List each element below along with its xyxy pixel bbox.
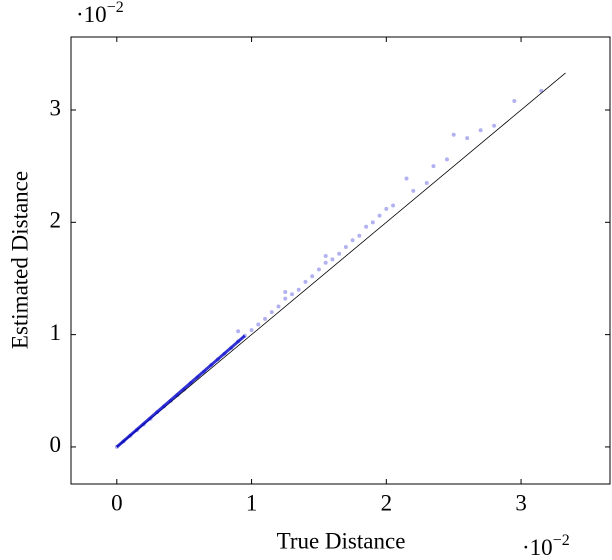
scatter-point [283, 289, 288, 294]
y-axis-label: Estimated Distance [7, 171, 32, 349]
scatter-point [236, 329, 241, 334]
scatter-point [283, 296, 288, 301]
scale-base: ·10 [76, 2, 107, 27]
y-scale-label: ·10−2 [76, 0, 124, 27]
x-scale-label: ·10−2 [522, 532, 570, 560]
scale-exponent: −2 [107, 0, 124, 16]
y-tick-label: 2 [50, 208, 62, 233]
scatter-point [377, 213, 382, 218]
scatter-point [316, 267, 321, 272]
scatter-point [478, 128, 483, 133]
dense-core [115, 334, 246, 449]
x-axis-label: True Distance [277, 528, 406, 553]
scatter-point [411, 188, 416, 193]
scatter-point [370, 220, 375, 225]
scatter-point [492, 123, 497, 128]
scatter-point [431, 164, 436, 169]
scatter-point [357, 233, 362, 238]
scatter-point [256, 322, 261, 327]
scatter-point [330, 257, 335, 262]
scatter-point [337, 251, 342, 256]
scatter-point [364, 224, 369, 229]
plot-frame [70, 36, 611, 485]
diagonal-line [116, 72, 566, 448]
scatter-point [444, 157, 449, 162]
y-tick-label: 0 [50, 432, 62, 457]
scatter-point [269, 310, 274, 315]
y-tick-label: 3 [50, 95, 62, 120]
scatter-point [343, 245, 348, 250]
scatter-point [296, 287, 301, 292]
scatter-point [465, 136, 470, 141]
x-tick-label: 1 [246, 490, 258, 515]
scatter-point [310, 274, 315, 279]
scatter-point [512, 99, 517, 104]
scatter-point [276, 304, 281, 309]
scatter-point [384, 206, 389, 211]
scatter-point [263, 316, 268, 321]
y-tick-label: 1 [50, 320, 62, 345]
scatter-point [350, 238, 355, 243]
scatter-point [424, 181, 429, 186]
x-tick-label: 2 [381, 490, 393, 515]
x-tick-label: 0 [111, 490, 123, 515]
scatter-point [249, 328, 254, 333]
scale-exponent: −2 [553, 532, 570, 549]
scatter-point [323, 254, 328, 259]
scale-base: ·10 [522, 535, 553, 560]
x-tick-label: 3 [515, 490, 527, 515]
scatter-point [303, 279, 308, 284]
scatter-point [451, 132, 456, 137]
scatter-point [323, 260, 328, 265]
scatter-point [289, 292, 294, 297]
scatter-point [391, 203, 396, 208]
scatter-point [404, 176, 409, 181]
